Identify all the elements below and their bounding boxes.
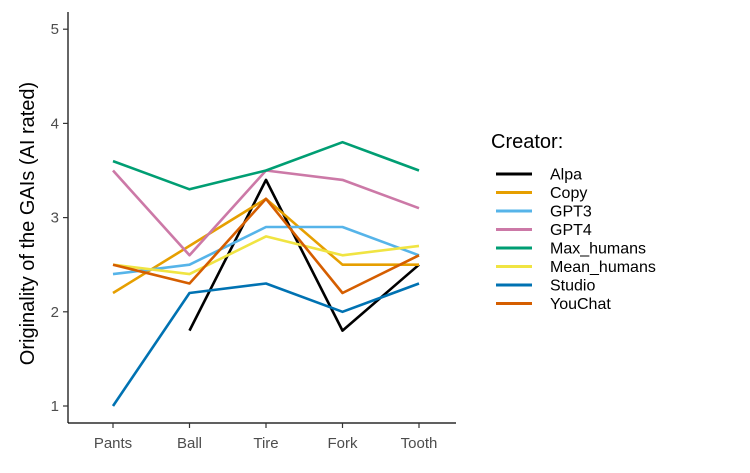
series-line-gpt4: [112, 169, 420, 257]
series-line-studio: [111, 282, 420, 407]
x-tick-label-ball: Ball: [177, 435, 202, 452]
x-tick-label-tooth: Tooth: [401, 435, 438, 452]
series-line-gpt3: [112, 225, 420, 276]
series-line-mean-humans: [112, 235, 420, 276]
y-axis-title: Originality of the GAIs (AI rated): [17, 82, 39, 365]
plot-lines: [111, 140, 420, 407]
x-tick-label-pants: Pants: [94, 435, 132, 452]
legend-label-gpt3: GPT3: [550, 204, 592, 221]
y-tick-label: 3: [51, 210, 59, 227]
legend-label-max-humans: Max_humans: [550, 241, 646, 258]
legend-label-gpt4: GPT4: [550, 222, 592, 239]
x-tick-label-tire: Tire: [253, 435, 278, 452]
legend-label-copy: Copy: [550, 185, 587, 202]
legend-title: Creator:: [491, 131, 563, 153]
legend-label-youchat: YouChat: [550, 296, 611, 313]
y-tick-label: 1: [51, 398, 59, 415]
legend-label-studio: Studio: [550, 278, 595, 295]
series-line-alpa: [188, 178, 420, 332]
x-tick-label-fork: Fork: [328, 435, 359, 452]
x-ticks: Pants Ball Tire Fork Tooth: [94, 423, 438, 452]
series-line-youchat: [112, 197, 420, 295]
series-line-max-humans: [112, 140, 420, 191]
legend-label-alpa: Alpa: [550, 167, 582, 184]
y-tick-label: 4: [51, 115, 59, 132]
y-tick-label: 5: [51, 21, 59, 38]
axes: [67, 12, 456, 424]
legend-label-mean-humans: Mean_humans: [550, 259, 656, 276]
y-ticks: 1 2 3 4 5: [51, 21, 68, 415]
y-tick-label: 2: [51, 304, 59, 321]
